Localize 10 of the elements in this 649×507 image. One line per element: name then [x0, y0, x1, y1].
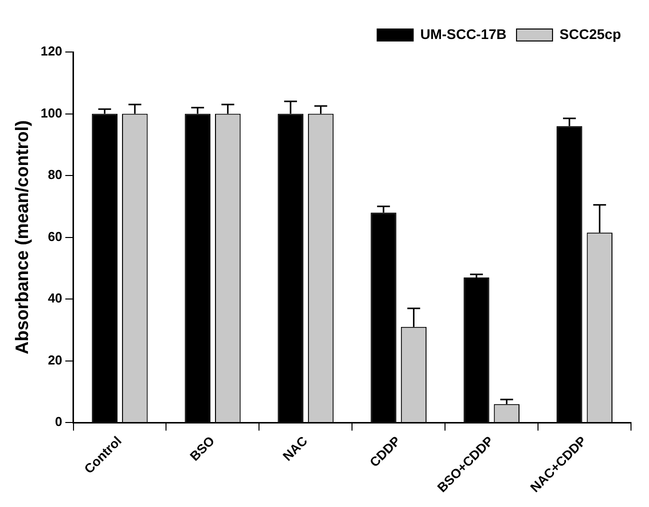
y-tick-label: 20 [48, 352, 62, 368]
y-tick-label: 60 [48, 228, 62, 244]
legend-label: SCC25cp [560, 26, 621, 42]
y-tick-label: 100 [40, 105, 62, 120]
y-tick-label: 120 [40, 44, 62, 59]
y-tick-label: 80 [48, 167, 62, 182]
y-axis-title: Absorbance (mean/control) [12, 120, 32, 354]
legend-label: UM-SCC-17B [420, 26, 507, 42]
y-tick-label: 40 [48, 290, 62, 306]
y-tick-label: 0 [55, 414, 62, 430]
